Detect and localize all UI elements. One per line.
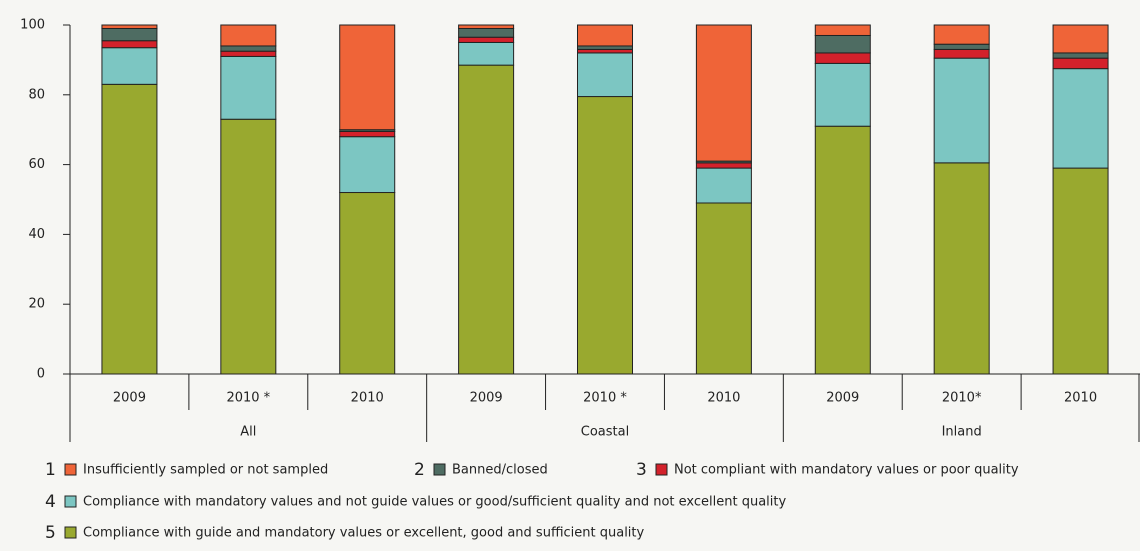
bar-segment [577, 48, 633, 54]
x-tick-label: 2010 * [583, 391, 627, 406]
bar-segment [1052, 167, 1109, 375]
legend-swatch [64, 526, 77, 539]
bar-segment [458, 36, 515, 43]
bar-segment [814, 62, 871, 127]
legend-number: 3 [636, 460, 647, 480]
bar-segment [577, 45, 633, 50]
bar-segment [101, 27, 158, 42]
bar-segment [339, 136, 396, 194]
group-label: All [240, 425, 256, 440]
bar-segment [220, 24, 277, 47]
bar-segment [1052, 52, 1109, 59]
bar-segment [1052, 68, 1109, 169]
bar-segment [458, 24, 515, 29]
legend-swatch [433, 463, 446, 476]
bar-segment [220, 55, 277, 120]
y-tick-label: 20 [28, 297, 45, 312]
x-tick-label: 2010 * [226, 391, 270, 406]
bar-segment [933, 43, 990, 50]
bar-segment [933, 24, 990, 45]
bar-segment [695, 24, 752, 162]
legend-label: Banned/closed [452, 463, 548, 478]
y-tick-label: 60 [28, 157, 45, 172]
bar-segment [577, 96, 633, 375]
x-tick-label: 2009 [113, 391, 146, 406]
legend-label: Compliance with guide and mandatory valu… [83, 526, 645, 541]
legend-label: Not compliant with mandatory values or p… [674, 463, 1019, 478]
legend-swatch [64, 463, 77, 476]
bar-segment [220, 45, 277, 52]
bar-segment [814, 52, 871, 64]
bar-segment [933, 57, 990, 164]
x-tick-label: 2010 [707, 391, 740, 406]
bar-segment [101, 47, 158, 85]
bar-segment [101, 83, 158, 375]
x-tick-label: 2009 [826, 391, 859, 406]
legend-label: Insufficiently sampled or not sampled [83, 463, 328, 478]
bar-segment [458, 64, 515, 375]
bar-segment [933, 162, 990, 375]
bar-segment [220, 50, 277, 57]
legend-swatch [64, 495, 77, 508]
bar-segment [458, 41, 515, 66]
bar-segment [339, 130, 396, 138]
x-tick-label: 2010 [351, 391, 384, 406]
y-tick-label: 100 [20, 18, 45, 33]
y-tick-label: 40 [28, 227, 45, 242]
legend-number: 2 [414, 460, 425, 480]
group-label: Inland [942, 425, 982, 440]
bar-segment [577, 24, 633, 47]
bar-segment [101, 24, 158, 29]
bar-segment [814, 34, 871, 54]
bar-segment [577, 52, 633, 98]
bar-segment [814, 24, 871, 36]
legend-number: 1 [45, 460, 56, 480]
y-tick-label: 0 [37, 367, 45, 382]
bar-segment [339, 24, 396, 131]
bar-segment [339, 192, 396, 375]
bar-segment [695, 162, 752, 169]
group-label: Coastal [581, 425, 629, 440]
legend-number: 5 [45, 523, 56, 543]
bar-segment [695, 202, 752, 375]
bar-segment [101, 40, 158, 49]
x-tick-label: 2010 [1064, 391, 1097, 406]
x-tick-label: 2010* [942, 391, 982, 406]
bar-segment [458, 27, 515, 38]
bar-segment [814, 125, 871, 375]
bar-segment [933, 48, 990, 59]
legend-label: Compliance with mandatory values and not… [83, 495, 786, 510]
legend-number: 4 [45, 492, 56, 512]
bar-segment [1052, 24, 1109, 54]
bar-segment [1052, 57, 1109, 70]
y-tick-label: 80 [28, 87, 45, 102]
bar-segment [220, 118, 277, 375]
x-tick-label: 2009 [470, 391, 503, 406]
legend-swatch [655, 463, 668, 476]
bar-segment [695, 167, 752, 204]
